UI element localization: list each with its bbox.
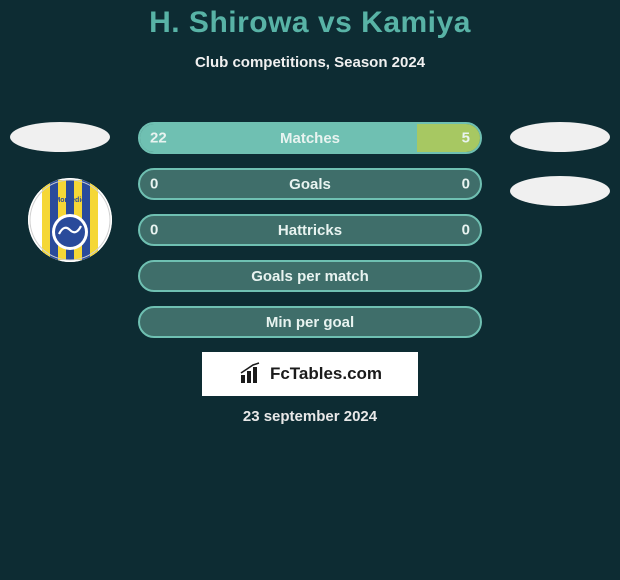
row-matches-left-value: 22	[150, 130, 167, 147]
player-left-placeholder	[10, 122, 110, 152]
row-matches-left-fill	[140, 124, 417, 152]
row-goals: 0 Goals 0	[138, 168, 482, 200]
player-right-placeholder	[510, 122, 610, 152]
club-badge-icon: Montedio	[28, 178, 112, 262]
page-title: H. Shirowa vs Kamiya	[0, 0, 620, 40]
row-mpg-label: Min per goal	[266, 314, 354, 331]
footer-date: 23 september 2024	[0, 408, 620, 425]
club-badge: Montedio	[28, 178, 112, 262]
row-matches-label: Matches	[280, 130, 340, 147]
row-matches-right-value: 5	[462, 130, 470, 147]
branding-box: FcTables.com	[202, 352, 418, 396]
row-min-per-goal: Min per goal	[138, 306, 482, 338]
bar-chart-icon	[238, 361, 264, 387]
page-subtitle: Club competitions, Season 2024	[0, 54, 620, 71]
row-matches-right-fill	[417, 124, 480, 152]
player-right-placeholder-2	[510, 176, 610, 206]
row-hattricks-left-value: 0	[150, 222, 158, 239]
branding-text: FcTables.com	[270, 364, 382, 384]
row-hattricks: 0 Hattricks 0	[138, 214, 482, 246]
row-matches: 22 Matches 5	[138, 122, 482, 154]
row-hattricks-right-value: 0	[462, 222, 470, 239]
row-gpm-label: Goals per match	[251, 268, 369, 285]
row-goals-per-match: Goals per match	[138, 260, 482, 292]
comparison-rows: 22 Matches 5 0 Goals 0 0 Hattricks 0 Goa…	[138, 122, 482, 352]
svg-text:Montedio: Montedio	[54, 197, 85, 204]
row-goals-left-value: 0	[150, 176, 158, 193]
row-goals-label: Goals	[289, 176, 331, 193]
row-hattricks-label: Hattricks	[278, 222, 342, 239]
row-goals-right-value: 0	[462, 176, 470, 193]
